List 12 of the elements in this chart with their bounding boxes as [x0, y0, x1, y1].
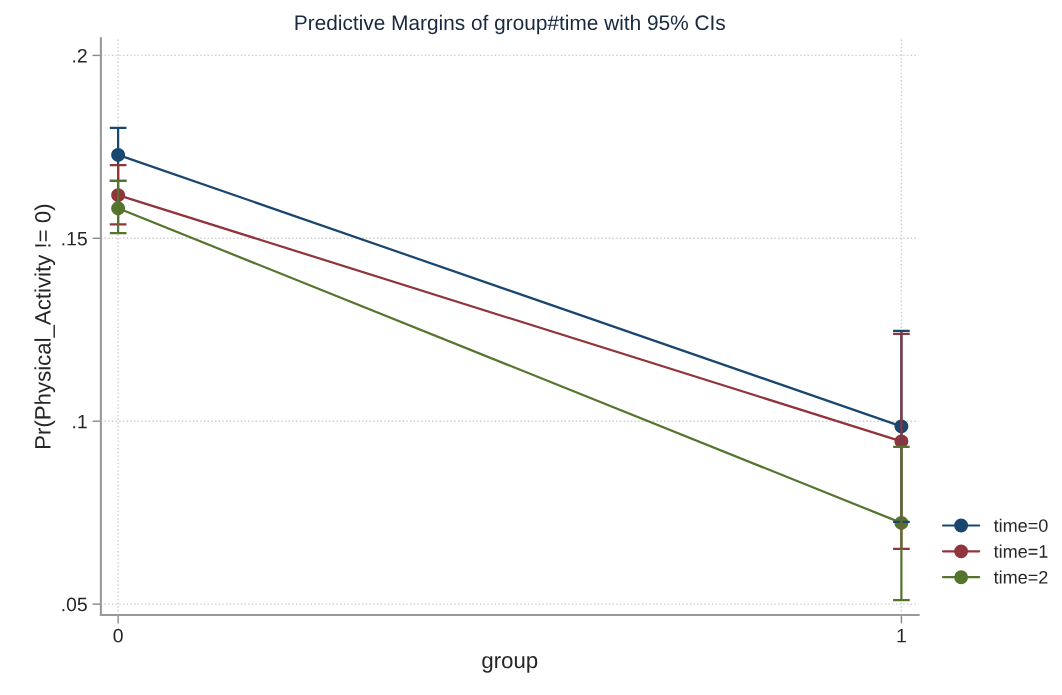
- legend-label: time=0: [993, 518, 1048, 532]
- y-tick-label: .15: [62, 231, 87, 246]
- legend-label: time=2: [993, 570, 1048, 584]
- x-tick-label: 1: [897, 628, 906, 643]
- legend-label: time=1: [993, 544, 1048, 558]
- y-tick-label: .2: [73, 48, 87, 63]
- y-tick-label: .05: [62, 597, 87, 612]
- y-tick-label: .1: [73, 414, 87, 429]
- x-axis-title: group: [482, 656, 538, 673]
- chart-title: Predictive Margins of group#time with 95% CIs: [295, 14, 725, 35]
- y-axis-title: Pr(Physical_Activity != 0): [34, 204, 56, 449]
- x-tick-label: 0: [113, 628, 123, 643]
